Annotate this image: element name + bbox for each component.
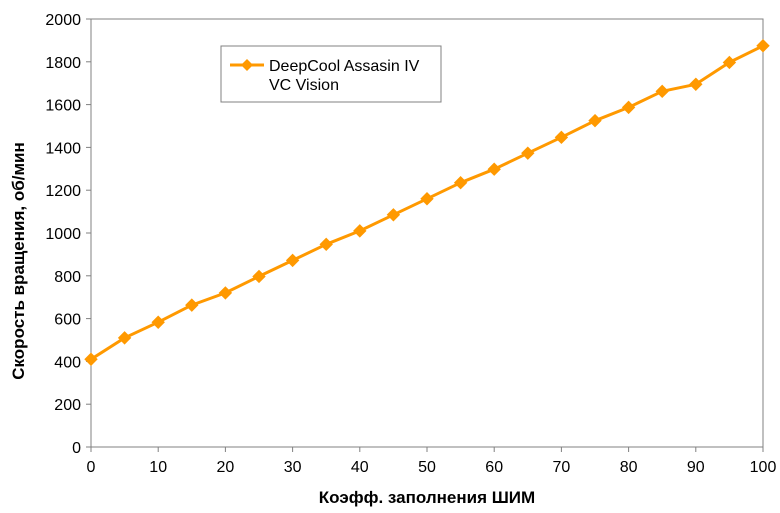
y-tick-label: 600 bbox=[54, 312, 81, 329]
data-point bbox=[621, 100, 636, 115]
x-tick-label: 10 bbox=[149, 459, 167, 476]
y-axis: 0 200 400 600 800 1000 1200 1400 1600 1800 2000 bbox=[45, 12, 91, 457]
x-tick-label: 90 bbox=[687, 459, 705, 476]
y-tick-label: 400 bbox=[54, 354, 81, 371]
legend-label: DeepCool Assasin IV bbox=[269, 58, 420, 75]
data-point bbox=[756, 39, 770, 53]
y-tick-label: 1000 bbox=[45, 226, 81, 243]
x-tick-label: 40 bbox=[351, 459, 369, 476]
data-point bbox=[655, 84, 669, 99]
x-tick-label: 80 bbox=[620, 459, 638, 476]
data-point bbox=[420, 192, 434, 206]
legend-label: VC Vision bbox=[269, 77, 339, 94]
data-point bbox=[185, 298, 199, 312]
data-point bbox=[588, 113, 602, 128]
y-axis-title: Скорость вращения, об/мин bbox=[9, 142, 28, 380]
legend-swatch-marker bbox=[241, 59, 253, 71]
data-point bbox=[218, 286, 233, 300]
data-point bbox=[487, 162, 501, 176]
data-point bbox=[117, 331, 132, 345]
x-axis-title: Коэфф. заполнения ШИМ bbox=[319, 488, 535, 507]
y-tick-label: 800 bbox=[54, 269, 81, 286]
x-tick-label: 30 bbox=[284, 459, 302, 476]
data-point bbox=[84, 352, 98, 366]
x-tick-label: 70 bbox=[553, 459, 571, 476]
x-tick-label: 60 bbox=[485, 459, 503, 476]
data-point bbox=[151, 315, 165, 329]
y-tick-label: 0 bbox=[72, 440, 81, 457]
y-tick-label: 200 bbox=[54, 397, 81, 414]
data-point bbox=[319, 237, 333, 252]
data-point bbox=[453, 176, 468, 190]
data-point bbox=[689, 77, 703, 91]
data-point bbox=[386, 208, 401, 222]
data-point bbox=[521, 146, 535, 160]
x-tick-label: 100 bbox=[750, 459, 777, 476]
data-point bbox=[285, 253, 300, 268]
data-point bbox=[353, 224, 367, 238]
x-axis: 0 10 20 30 40 50 60 70 80 90 100 bbox=[87, 447, 777, 476]
x-tick-label: 50 bbox=[418, 459, 436, 476]
y-tick-label: 1400 bbox=[45, 140, 81, 157]
series-layer bbox=[84, 39, 770, 366]
y-tick-label: 1200 bbox=[45, 183, 81, 200]
y-tick-label: 1600 bbox=[45, 98, 81, 115]
legend: DeepCool Assasin IV VC Vision bbox=[220, 45, 442, 103]
legend-box bbox=[220, 45, 442, 103]
x-tick-label: 20 bbox=[217, 459, 235, 476]
data-point bbox=[722, 55, 737, 70]
data-point bbox=[252, 269, 266, 284]
y-tick-label: 2000 bbox=[45, 12, 81, 29]
data-point bbox=[554, 130, 569, 145]
y-tick-label: 1800 bbox=[45, 55, 81, 72]
x-tick-label: 0 bbox=[87, 459, 96, 476]
